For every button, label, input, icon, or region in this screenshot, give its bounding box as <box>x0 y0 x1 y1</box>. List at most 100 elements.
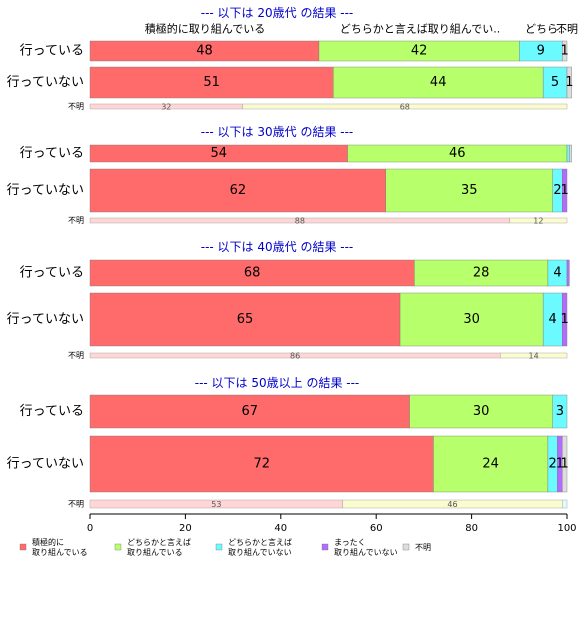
bar-value-3-0-0: 67 <box>242 404 259 419</box>
bar-value-2-0-0: 68 <box>244 266 261 281</box>
unknown-row-label-2: 不明 <box>68 351 84 360</box>
bar-value-0-1-0: 51 <box>203 75 220 90</box>
bar-segment-0-0-4 <box>562 40 568 62</box>
x-tick-label-3: 60 <box>370 523 383 534</box>
bar-segment-3-0-0 <box>89 394 410 429</box>
bar-value-2-0-2: 4 <box>553 266 561 281</box>
bar-value-1-1-0: 62 <box>230 183 247 198</box>
bar-value-0-1-2: 5 <box>551 75 559 90</box>
bar-value-3-1-0: 72 <box>253 457 270 472</box>
bar-value-0-0-2: 9 <box>537 44 545 59</box>
unknown-row-label-3: 不明 <box>68 500 84 509</box>
bar-segment-1-1-0 <box>89 168 386 213</box>
unknown-segment-2-1 <box>500 352 568 359</box>
legend-label-0: 積極的に取り組んでいる <box>32 537 88 557</box>
legend-swatch-0 <box>19 543 27 551</box>
bar-value-1-0-1: 46 <box>449 146 466 161</box>
bar-value-3-1-1: 24 <box>482 457 499 472</box>
bar-segment-1-0-2 <box>566 144 570 163</box>
bar-value-0-1-1: 44 <box>430 75 447 90</box>
bar-segment-2-1-0 <box>89 292 401 347</box>
bar-segment-0-1-4 <box>566 66 572 99</box>
panel-title-2: --- 以下は 40歳代 の結果 --- <box>201 240 354 254</box>
bar-segment-0-1-1 <box>333 66 544 99</box>
row-label-0-0: 行っている <box>20 44 84 59</box>
bar-segment-3-0-1 <box>409 394 553 429</box>
unknown-value-1-1: 12 <box>533 217 543 226</box>
unknown-value-2-1: 14 <box>529 352 539 361</box>
bar-segment-2-1-3 <box>562 292 568 347</box>
x-tick-label-0: 0 <box>87 523 93 534</box>
bar-segment-3-0-2 <box>552 394 568 429</box>
legend-swatch-2 <box>215 543 223 551</box>
unknown-segment-1-1 <box>509 217 568 224</box>
unknown-value-2-0: 86 <box>290 352 300 361</box>
bar-segment-1-0-4 <box>569 144 572 163</box>
bar-segment-3-1-4 <box>562 435 568 493</box>
row-label-0-1: 行っていない <box>7 75 84 90</box>
bar-value-3-0-1: 30 <box>473 404 490 419</box>
bar-segment-3-1-1 <box>433 435 549 493</box>
bar-segment-1-1-3 <box>562 168 568 213</box>
bar-value-1-1-1: 35 <box>461 183 478 198</box>
row-label-2-1: 行っていない <box>7 312 84 327</box>
panel-title-3: --- 以下は 50歳以上 の結果 --- <box>195 376 360 390</box>
bar-value-3-1-2: 2 <box>549 457 557 472</box>
bar-value-2-1-0: 65 <box>237 312 254 327</box>
legend-label-4: 不明 <box>415 543 431 552</box>
panel-title-0: --- 以下は 20歳代 の結果 --- <box>201 6 354 20</box>
unknown-segment-3-2 <box>562 499 568 509</box>
bar-value-1-0-0: 54 <box>211 146 228 161</box>
unknown-row-label-0: 不明 <box>68 102 84 111</box>
panel-title-1: --- 以下は 30歳代 の結果 --- <box>201 125 354 139</box>
bar-segment-2-1-1 <box>399 292 544 347</box>
bar-value-0-0-4: 1 <box>560 44 568 59</box>
unknown-value-3-1: 46 <box>447 500 457 509</box>
unknown-value-3-0: 53 <box>211 500 221 509</box>
legend-swatch-3 <box>321 543 329 551</box>
row-label-1-1: 行っていない <box>7 183 84 198</box>
bar-segment-1-1-1 <box>385 168 553 213</box>
panel-1: --- 以下は 30歳代 の結果 --- 行っている 54 46 行っていない 62 35 2… <box>7 125 572 226</box>
unknown-value-0-0: 32 <box>161 103 171 112</box>
row-label-3-0: 行っている <box>20 404 84 419</box>
bar-value-1-1-3: 1 <box>560 183 568 198</box>
unknown-row-label-1: 不明 <box>68 216 84 225</box>
bar-value-3-1-4: 1 <box>560 457 568 472</box>
header-label-2: どちら.. <box>525 23 565 36</box>
row-label-3-1: 行っていない <box>7 457 84 472</box>
bar-value-3-1-3: 1 <box>556 457 564 472</box>
bar-value-0-0-0: 48 <box>196 44 213 59</box>
bar-value-0-0-1: 42 <box>411 44 428 59</box>
bar-value-2-1-1: 30 <box>463 312 480 327</box>
bar-value-0-1-4: 1 <box>565 75 573 90</box>
bar-value-2-1-3: 1 <box>560 312 568 327</box>
legend-label-3: まったく取り組んでいない <box>334 538 398 557</box>
panel-3: --- 以下は 50歳以上 の結果 --- 行っている 67 30 3 行っていない 72 2… <box>7 376 569 509</box>
x-tick-label-2: 40 <box>274 523 287 534</box>
bar-segment-2-0-1 <box>414 259 549 287</box>
row-label-1-0: 行っている <box>20 146 84 161</box>
bar-value-2-1-2: 4 <box>549 312 557 327</box>
unknown-segment-0-1 <box>242 103 568 110</box>
bar-value-3-0-2: 3 <box>556 404 564 419</box>
x-tick-label-1: 20 <box>179 523 192 534</box>
bar-segment-2-0-3 <box>566 259 570 287</box>
legend-label-1: どちらかと言えば取り組んでいる <box>127 537 191 557</box>
unknown-value-0-1: 68 <box>400 103 410 112</box>
row-label-2-0: 行っている <box>20 266 84 281</box>
header-label-3: 不明 <box>556 23 578 36</box>
bar-segment-3-1-0 <box>89 435 434 493</box>
legend-swatch-4 <box>402 543 410 551</box>
legend-swatch-1 <box>114 543 122 551</box>
header-label-1: どちらかと言えば取り組んでい.. <box>340 23 500 36</box>
bar-value-1-1-2: 2 <box>553 183 561 198</box>
bar-segment-0-1-0 <box>89 66 334 99</box>
bar-value-2-0-1: 28 <box>473 266 490 281</box>
unknown-value-1-0: 88 <box>295 217 305 226</box>
x-tick-label-4: 80 <box>465 523 478 534</box>
panel-2: --- 以下は 40歳代 の結果 --- 行っている 68 28 4 行っていない 65 30… <box>7 240 570 361</box>
x-tick-label-5: 100 <box>557 523 576 534</box>
